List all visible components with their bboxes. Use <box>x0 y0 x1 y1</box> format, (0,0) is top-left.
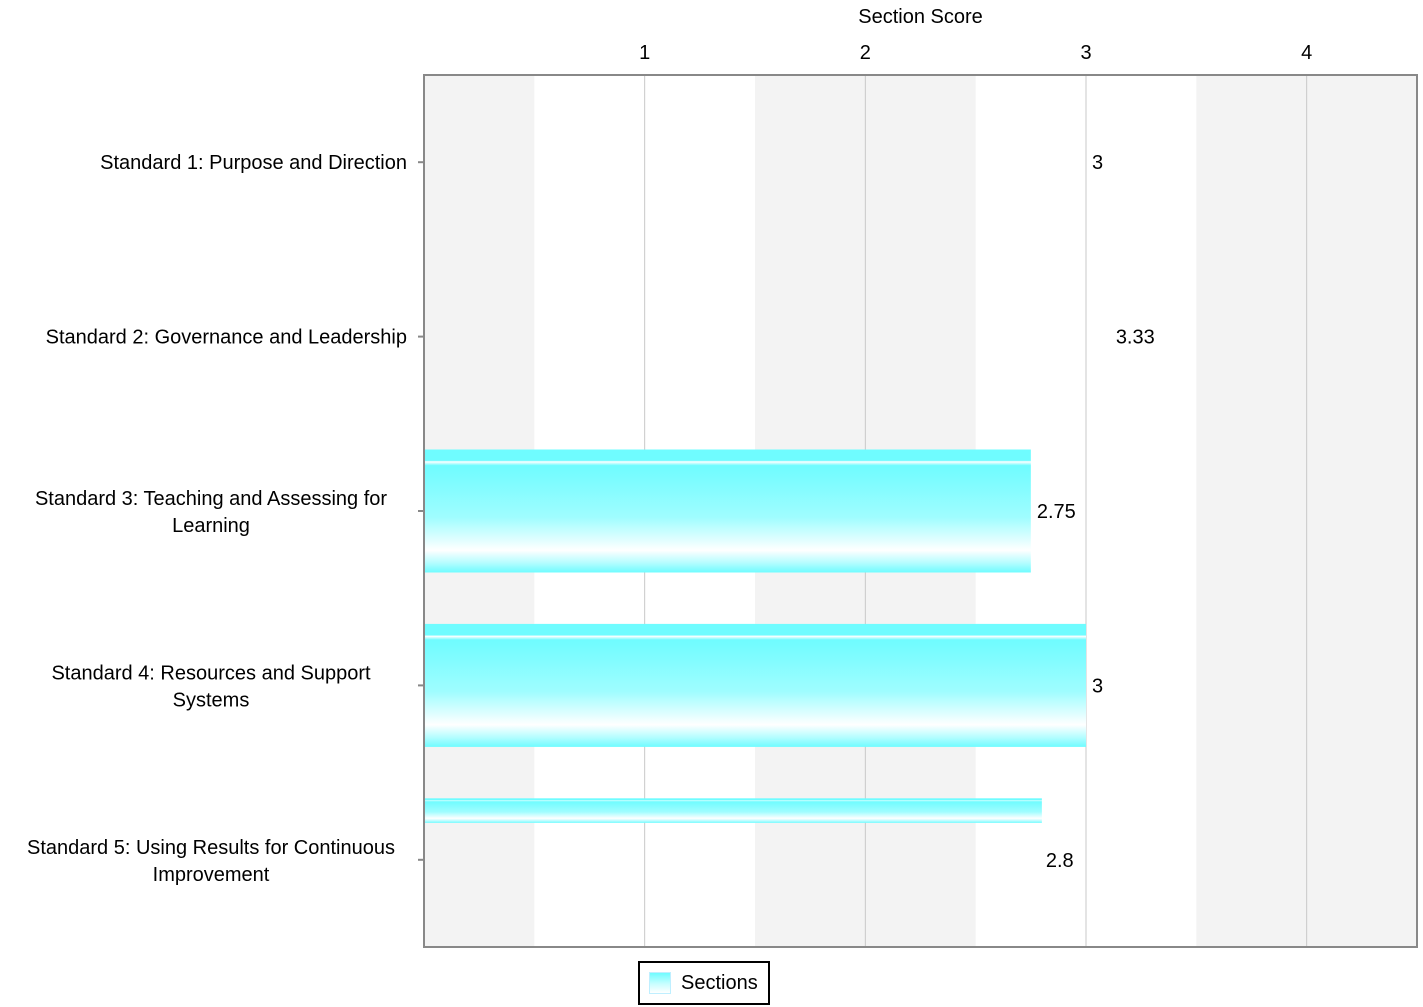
legend: Sections <box>638 961 770 1005</box>
category-label-line: Systems <box>173 689 250 711</box>
category-label-line: Standard 4: Resources and Support <box>51 662 371 684</box>
category-label-line: Standard 1: Purpose and Direction <box>100 152 407 174</box>
data-label: 2.8 <box>1046 850 1074 872</box>
bar <box>424 449 1031 573</box>
category-label-line: Learning <box>172 515 250 537</box>
category-label-line: Standard 3: Teaching and Assessing for <box>35 488 387 510</box>
bar <box>424 798 1042 823</box>
plot-border <box>423 74 1418 948</box>
x-tick-label: 4 <box>1301 42 1312 64</box>
category-label-line: Standard 2: Governance and Leadership <box>46 327 407 349</box>
category-label: Standard 2: Governance and Leadership <box>46 327 407 349</box>
category-label: Standard 5: Using Results for Continuous… <box>27 837 395 886</box>
bars <box>424 449 1086 823</box>
data-label: 2.75 <box>1037 501 1076 523</box>
chart-texts: 1 2 3 4 Section Score 3 3.33 2.75 3 2.8 Standard 1… <box>27 6 1312 886</box>
x-tick-label: 1 <box>639 42 650 64</box>
bar <box>424 623 1086 747</box>
category-label: Standard 4: Resources and Support Systems <box>51 662 371 711</box>
plot-frame <box>418 74 1418 948</box>
category-label-line: Standard 5: Using Results for Continuous <box>27 837 395 859</box>
x-tick-label: 2 <box>860 42 871 64</box>
category-label: Standard 1: Purpose and Direction <box>100 152 407 174</box>
x-axis-title: Section Score <box>858 6 983 28</box>
x-tick-label: 3 <box>1080 42 1091 64</box>
data-label: 3 <box>1092 675 1103 697</box>
data-label: 3.33 <box>1116 327 1155 349</box>
category-label: Standard 3: Teaching and Assessing for Le… <box>35 488 387 537</box>
category-label-line: Improvement <box>153 864 270 886</box>
data-label: 3 <box>1092 152 1103 174</box>
legend-swatch-sections <box>649 972 671 994</box>
legend-label: Sections <box>681 971 758 994</box>
